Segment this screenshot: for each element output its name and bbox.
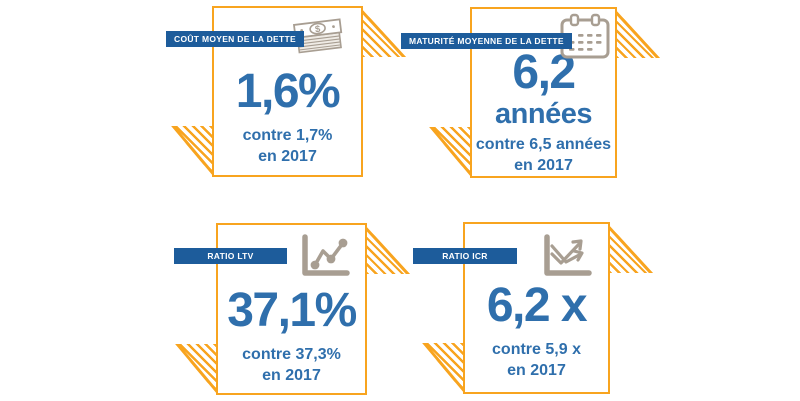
kpi-value: 1,6% [235, 65, 341, 118]
kpi-content: 6,2 x contre 5,9 x en 2017 [467, 282, 606, 381]
kpi-content: 37,1% contre 37,3% en 2017 [220, 287, 363, 386]
striped-triangle-top-right [362, 9, 406, 57]
triangle-hypotenuse-line [175, 344, 217, 394]
kpi-value: 6,2 x [486, 279, 588, 332]
kpi-year: en 2017 [262, 367, 321, 384]
kpi-year: en 2017 [507, 362, 566, 379]
striped-triangle-bottom-left [429, 127, 471, 177]
kpi-comparison: contre 6,5 années [475, 136, 612, 154]
kpi-content: 6,2 années contre 6,5 années en 2017 [474, 49, 613, 176]
striped-triangle-bottom-left [422, 343, 464, 393]
kpi-card-ratio-ltv: RATIO LTV 37,1% contre 37,3% en 2017 [174, 223, 410, 395]
kpi-unit: années [495, 98, 592, 130]
kpi-year: en 2017 [514, 157, 573, 175]
triangle-hypotenuse-line [171, 126, 213, 176]
triangle-hypotenuse-line [429, 127, 471, 177]
striped-triangle-bottom-left [171, 126, 213, 176]
banknotes-icon: $ [286, 15, 352, 65]
triangle-hypotenuse-line [609, 225, 653, 273]
kpi-card-cout-moyen-dette: COÛT MOYEN DE LA DETTE $ 1,6% contre 1,7… [166, 6, 406, 177]
striped-triangle-top-right [616, 10, 660, 58]
kpi-value: 37,1% [227, 284, 357, 337]
triangle-hypotenuse-line [616, 10, 660, 58]
striped-triangle-bottom-left [175, 344, 217, 394]
line-chart-icon [298, 232, 352, 280]
triangle-hypotenuse-line [366, 226, 410, 274]
striped-triangle-top-right [366, 226, 410, 274]
kpi-content: 1,6% contre 1,7% en 2017 [216, 68, 359, 167]
kpi-label-badge: COÛT MOYEN DE LA DETTE [166, 31, 304, 47]
kpi-comparison: contre 37,3% [242, 346, 341, 363]
kpi-comparison: contre 1,7% [242, 127, 333, 144]
kpi-card-ratio-icr: RATIO ICR 6,2 x contre 5,9 x en 2017 [413, 222, 653, 394]
kpi-card-maturite-moyenne-dette: MATURITÉ MOYENNE DE LA DETTE 6,2 années … [401, 7, 660, 178]
kpi-label-badge: RATIO ICR [413, 248, 517, 264]
kpi-label-badge: MATURITÉ MOYENNE DE LA DETTE [401, 33, 572, 49]
striped-triangle-top-right [609, 225, 653, 273]
kpi-comparison: contre 5,9 x [492, 341, 581, 358]
kpi-label-badge: RATIO LTV [174, 248, 287, 264]
kpi-year: en 2017 [258, 148, 317, 165]
triangle-hypotenuse-line [422, 343, 464, 393]
svg-text:$: $ [314, 24, 321, 36]
trend-arrows-chart-icon [540, 232, 594, 280]
